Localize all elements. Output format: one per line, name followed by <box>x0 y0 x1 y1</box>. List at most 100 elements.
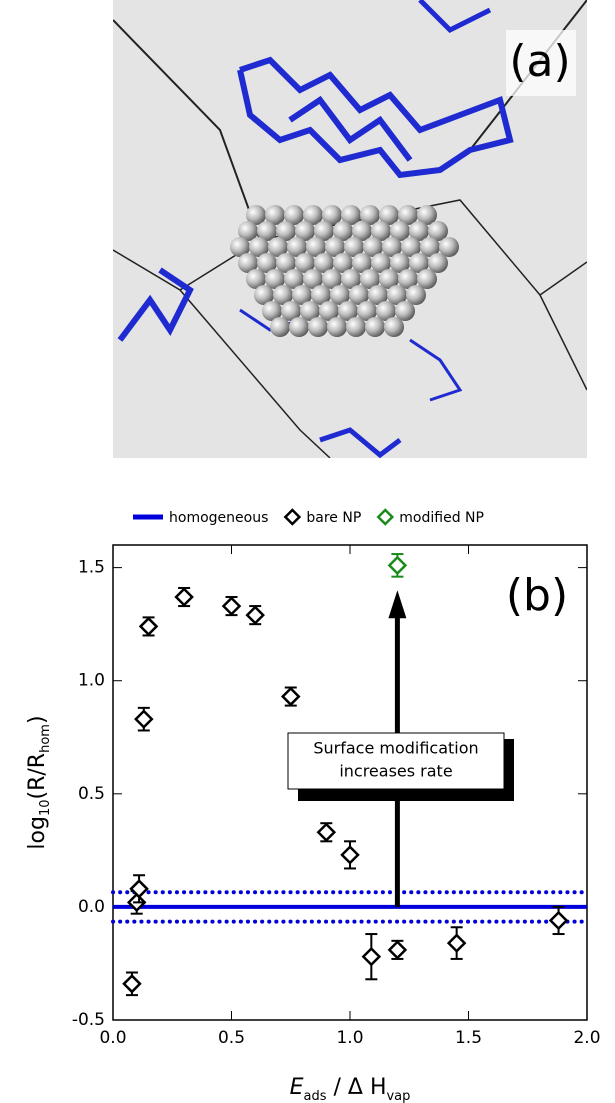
np-atom <box>357 301 377 321</box>
np-atom <box>371 253 391 273</box>
np-atom <box>409 221 429 241</box>
molecule <box>288 95 413 162</box>
np-atom <box>439 237 459 257</box>
np-atom <box>322 269 342 289</box>
np-atom <box>265 269 285 289</box>
molecule <box>418 0 492 34</box>
np-atom <box>306 237 326 257</box>
np-atom <box>273 285 293 305</box>
np-atom <box>257 253 277 273</box>
diamond-marker <box>548 910 569 931</box>
box-edge <box>113 19 261 241</box>
np-atom <box>417 205 437 225</box>
np-atom <box>238 221 258 241</box>
y-axis-label-part: ) <box>25 715 50 724</box>
y-tick-label: 0.5 <box>78 784 105 804</box>
annotation-text: increases rate <box>339 762 452 781</box>
np-atom <box>398 205 418 225</box>
simulation-snapshot: (a) <box>113 0 587 458</box>
molecule <box>237 56 514 179</box>
np-atom <box>322 205 342 225</box>
x-axis-label-part: vap <box>386 1089 410 1103</box>
y-tick-label: -0.5 <box>72 1010 105 1030</box>
np-atom <box>368 285 388 305</box>
diamond-marker <box>376 508 395 526</box>
np-atom <box>395 301 415 321</box>
diamond-marker <box>174 587 194 607</box>
np-atom <box>387 285 407 305</box>
y-tick-label: 1.0 <box>78 671 105 691</box>
x-axis-label-part: ads <box>304 1089 327 1103</box>
annotation-box <box>287 732 505 790</box>
np-atom <box>303 205 323 225</box>
np-atom <box>262 301 282 321</box>
np-atom <box>428 253 448 273</box>
y-tick-label: 0.0 <box>78 897 105 917</box>
panel-label: (a) <box>509 36 570 87</box>
np-atom <box>246 269 266 289</box>
diamond-marker <box>340 845 360 865</box>
np-atom <box>319 301 339 321</box>
np-atom <box>314 253 334 273</box>
np-atom <box>303 269 323 289</box>
np-atom <box>295 253 315 273</box>
x-axis-label: Eads / Δ Hvap <box>290 1075 411 1103</box>
panel-label: (b) <box>506 570 568 621</box>
molecule <box>319 427 402 458</box>
diamond-marker <box>138 616 159 637</box>
diamond-marker <box>280 686 301 707</box>
np-atom <box>246 205 266 225</box>
legend: homogeneous bare NP modified NP <box>133 508 484 526</box>
np-atom <box>341 269 361 289</box>
np-atom <box>365 317 385 337</box>
diamond-marker <box>361 946 382 967</box>
np-atom <box>289 317 309 337</box>
arrow-head <box>388 590 407 619</box>
np-atom <box>390 221 410 241</box>
np-atom <box>276 221 296 241</box>
diamond-marker <box>221 596 242 616</box>
x-tick-label: 2.0 <box>573 1028 600 1048</box>
np-atom <box>295 221 315 241</box>
label-bg <box>506 30 576 96</box>
np-atom <box>325 237 345 257</box>
np-atom <box>276 253 296 273</box>
nanoparticle <box>230 205 459 337</box>
x-tick-label: 1.0 <box>336 1028 363 1048</box>
x-axis-label-part: / Δ H <box>327 1075 387 1100</box>
y-axis-label: log10(R/Rhom) <box>25 715 53 849</box>
np-atom <box>352 253 372 273</box>
diamond-marker <box>129 879 149 899</box>
np-atom <box>281 301 301 321</box>
np-atom <box>360 269 380 289</box>
np-atom <box>284 205 304 225</box>
legend-label: homogeneous <box>169 510 268 526</box>
box-edge <box>113 249 331 458</box>
diamond-marker <box>122 974 142 994</box>
np-atom <box>406 285 426 305</box>
np-atom <box>268 237 288 257</box>
box-edge <box>179 199 587 297</box>
np-atom <box>382 237 402 257</box>
box-edge <box>539 294 587 391</box>
y-tick-label: 1.5 <box>78 558 105 578</box>
y-axis-label-part: 10 <box>38 799 53 816</box>
legend-label: bare NP <box>306 510 361 526</box>
np-atom <box>330 285 350 305</box>
np-atom <box>363 237 383 257</box>
np-atom <box>376 301 396 321</box>
x-tick-label: 0.5 <box>218 1028 245 1048</box>
diamond-marker <box>245 605 265 625</box>
np-atom <box>338 301 358 321</box>
y-axis-label-part: log <box>25 816 50 850</box>
np-atom <box>417 269 437 289</box>
np-atom <box>249 237 269 257</box>
np-atom <box>265 205 285 225</box>
np-atom <box>314 221 334 241</box>
np-atom <box>384 317 404 337</box>
diamond-marker <box>446 933 467 953</box>
np-atom <box>238 253 258 273</box>
np-atom <box>311 285 331 305</box>
np-atom <box>409 253 429 273</box>
